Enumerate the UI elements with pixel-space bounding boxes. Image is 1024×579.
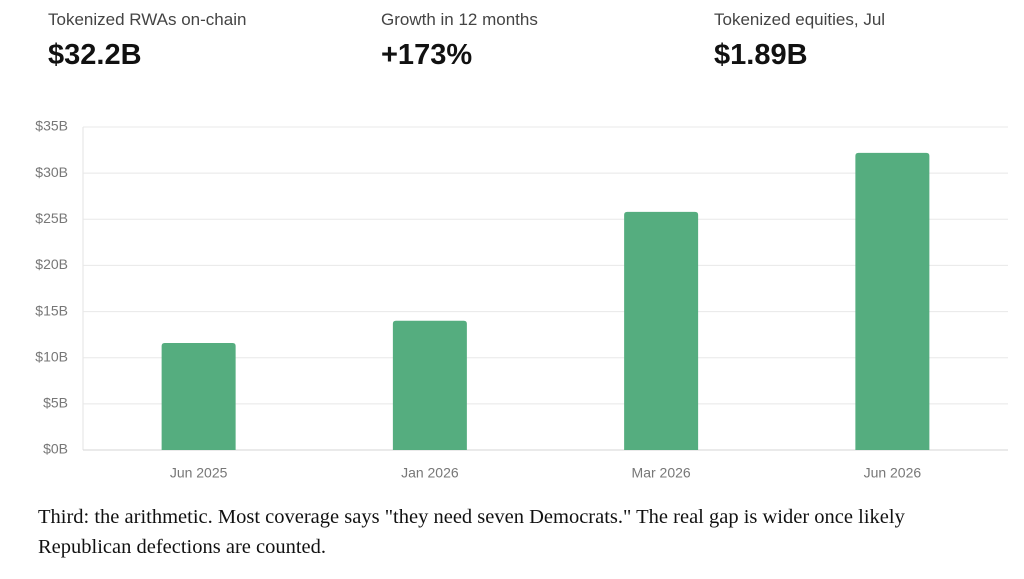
x-tick-label: Jun 2026	[864, 465, 922, 481]
y-tick-label: $25B	[35, 210, 68, 226]
stat-label: Tokenized equities, Jul	[714, 10, 886, 29]
paragraph: Third: the arithmetic. Most coverage say…	[38, 506, 905, 558]
stat-value: $32.2B	[48, 39, 142, 71]
x-tick-label: Mar 2026	[632, 465, 691, 481]
x-tick-label: Jun 2025	[170, 465, 228, 481]
y-tick-label: $30B	[35, 164, 68, 180]
y-tick-label: $0B	[43, 441, 68, 457]
y-tick-label: $5B	[43, 395, 68, 411]
x-tick-label: Jan 2026	[401, 465, 459, 481]
y-tick-label: $15B	[35, 302, 68, 318]
bar	[392, 320, 467, 450]
stat: Growth in 12 months +173%	[381, 8, 538, 74]
stat-label: Growth in 12 months	[381, 10, 538, 29]
y-tick-label: $35B	[35, 118, 68, 134]
y-tick-label: $20B	[35, 256, 68, 272]
stat: Tokenized equities, Jul $1.89B	[714, 8, 885, 74]
stat-value: +173%	[381, 39, 473, 71]
bar	[624, 211, 699, 450]
chart: $0B $5B $10B $15B $20B $25B $30B $35B Jun 2025 Ja…	[35, 118, 1008, 481]
y-tick-label: $10B	[35, 348, 68, 364]
stat: Tokenized RWAs on-chain $32.2B	[48, 8, 246, 74]
bar	[855, 152, 930, 450]
bar	[161, 342, 236, 450]
stat-label: Tokenized RWAs on-chain	[48, 10, 247, 29]
stat-value: $1.89B	[714, 39, 808, 71]
